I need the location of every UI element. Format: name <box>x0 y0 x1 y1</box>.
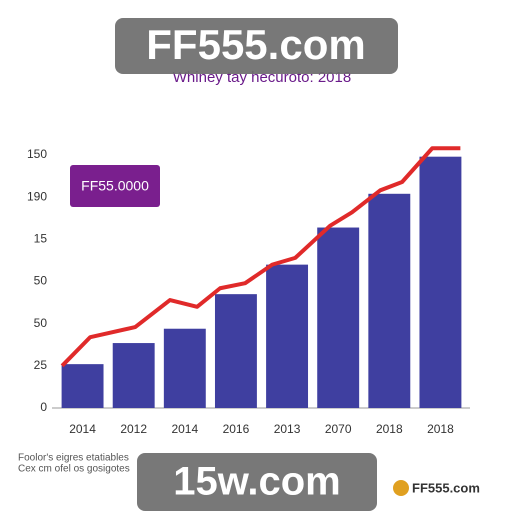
watermark: FF555.com <box>146 21 365 68</box>
x-tick-label: 2012 <box>120 422 147 436</box>
x-tick-label: 2014 <box>171 422 198 436</box>
y-tick-label: 150 <box>27 147 47 161</box>
bar <box>419 156 462 408</box>
footnote: Cex cm ofel os gosigotes <box>18 464 130 475</box>
line <box>60 146 461 368</box>
y-tick-label: 15 <box>34 232 48 246</box>
bar <box>214 294 257 408</box>
bar <box>317 227 360 408</box>
logo: FF555.com <box>412 480 480 495</box>
y-tick-label: 25 <box>34 358 48 372</box>
annotation: FF55.0000 <box>81 178 149 194</box>
x-tick-label: 2018 <box>427 422 454 436</box>
watermark: 15w.com <box>173 460 340 504</box>
bar <box>368 193 411 408</box>
annotation-box <box>70 165 160 207</box>
y-tick-label: 0 <box>40 400 47 414</box>
x-tick-label: 2013 <box>274 422 301 436</box>
y-tick-label: 50 <box>34 274 48 288</box>
footnote: Foolor's eigres etatiables <box>18 453 129 464</box>
bar <box>266 264 309 408</box>
watermark-box <box>137 453 377 511</box>
y-tick-label: 190 <box>27 189 47 203</box>
x-tick-label: 2016 <box>223 422 250 436</box>
bar <box>163 328 206 408</box>
x-tick-label: 2014 <box>69 422 96 436</box>
x-tick-label: 2018 <box>376 422 403 436</box>
x-tick-label: 2070 <box>325 422 352 436</box>
bar <box>61 364 104 408</box>
logo-icon <box>393 480 409 496</box>
y-tick-label: 50 <box>34 316 48 330</box>
bar <box>112 343 155 408</box>
watermark-box <box>115 18 398 74</box>
